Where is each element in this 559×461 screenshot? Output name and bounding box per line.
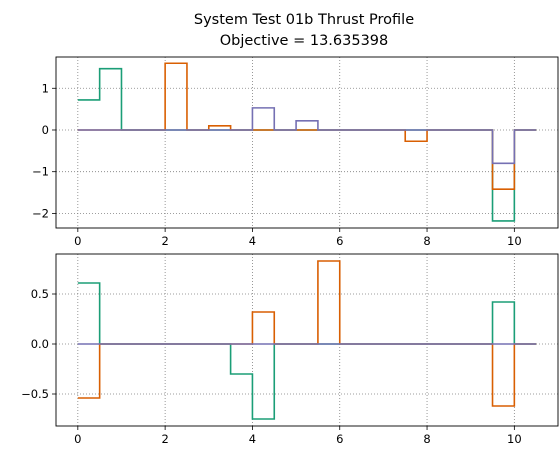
x-tick-label: 10 (507, 234, 522, 248)
x-tick-label: 8 (423, 234, 430, 248)
plot-frame (55, 56, 559, 229)
x-tick-label: 2 (161, 432, 168, 446)
x-tick-label: 6 (336, 234, 343, 248)
x-tick-label: 4 (249, 432, 256, 446)
x-tick-label: 8 (423, 432, 430, 446)
y-tick-label: 1 (42, 81, 49, 95)
y-tick-label: 0.0 (31, 337, 49, 351)
bottom-subplot: 0 2 4 6 8 10 −0.5 0.0 0.5 (21, 253, 559, 446)
figure-title-line1: System Test 01b Thrust Profile (194, 12, 414, 28)
x-tick-label: 0 (74, 234, 81, 248)
x-tick-label: 6 (336, 432, 343, 446)
series-line-3 (77, 107, 537, 165)
y-tick-label: −0.5 (21, 387, 49, 401)
figure-title-line2: Objective = 13.635398 (220, 33, 389, 49)
y-tick-label: 0 (42, 123, 49, 137)
series-line-2 (77, 260, 537, 407)
x-tick-label: 2 (161, 234, 168, 248)
x-tick-label: 4 (249, 234, 256, 248)
series-line-1 (77, 282, 537, 420)
plot-frame (55, 253, 559, 427)
y-tick-label: −1 (32, 165, 49, 179)
top-subplot: 0 2 4 6 8 10 −2 −1 0 1 (32, 56, 559, 248)
y-tick-label: 0.5 (31, 287, 49, 301)
series-line-2 (77, 62, 537, 191)
x-tick-label: 0 (74, 432, 81, 446)
series-line-1 (77, 67, 537, 222)
y-tick-label: −2 (32, 206, 49, 220)
x-tick-label: 10 (507, 432, 522, 446)
